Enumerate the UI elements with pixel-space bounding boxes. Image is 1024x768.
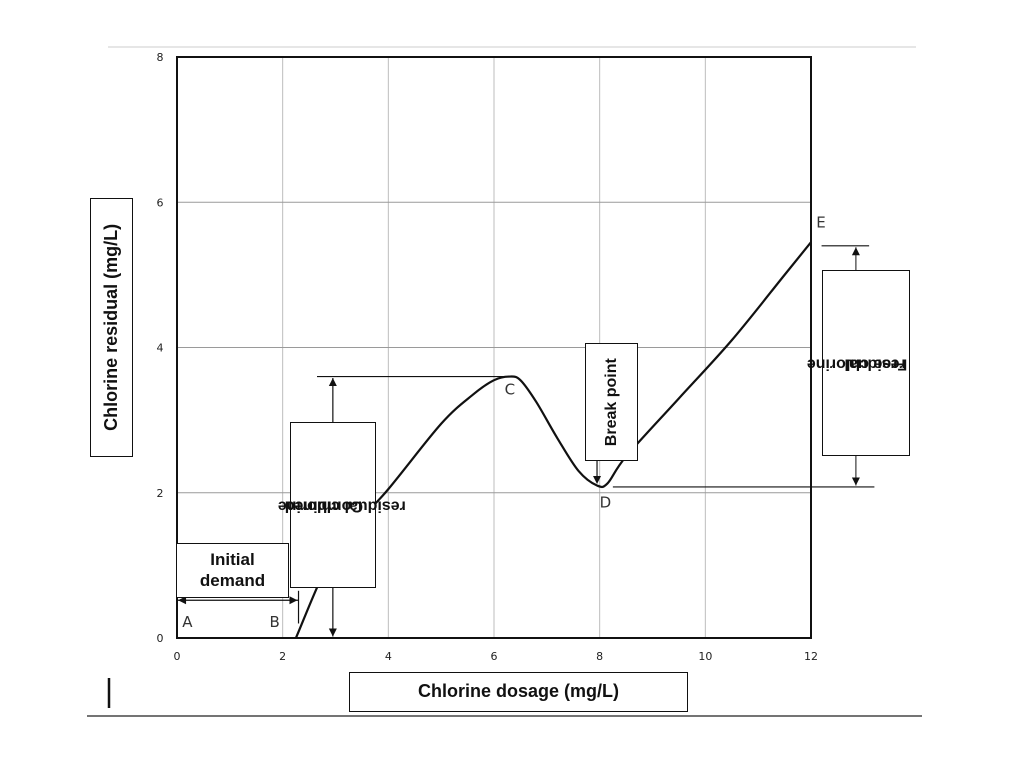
series (294, 241, 812, 639)
free-residual-arrow-down (851, 477, 860, 486)
point-label-e: E (816, 214, 825, 232)
x-tick-label: 4 (385, 650, 392, 663)
initial-demand-label: Initial demand (176, 543, 289, 598)
break-point-arrow-head (593, 476, 602, 485)
series-line (294, 241, 812, 639)
x-tick-label: 8 (596, 650, 603, 663)
y-axis-label: Chlorine residual (mg/L) (90, 198, 133, 457)
point-label-b: B (269, 613, 279, 631)
y-tick-label: 2 (157, 487, 164, 500)
x-tick-label: 6 (491, 650, 498, 663)
initial-demand-arrow-right (289, 596, 298, 605)
tick-labels: 0 2 4 6 8 10 12 0 2 4 6 8 (157, 51, 819, 663)
point-label-a: A (182, 613, 193, 631)
point-label-d: D (600, 493, 612, 511)
x-tick-label: 0 (174, 650, 181, 663)
point-labels: A B C D E (182, 214, 825, 631)
free-chlorine-residual-label: Free chlorine residual (807, 270, 910, 456)
x-tick-label: 10 (698, 650, 712, 663)
y-tick-label: 4 (157, 342, 164, 355)
combined-residual-arrow-up (328, 378, 337, 387)
x-tick-label: 2 (279, 650, 286, 663)
free-residual-arrow-up (851, 247, 860, 256)
point-label-c: C (505, 381, 515, 399)
plot-frame (176, 56, 812, 639)
y-tick-label: 0 (157, 632, 164, 645)
combined-residual-arrow-down (328, 628, 337, 637)
combined-residual-label: Combined residual chlorine (278, 422, 406, 588)
initial-demand-arrow-left (178, 596, 187, 605)
break-point-label: Break point (585, 343, 638, 461)
x-tick-label: 12 (804, 650, 818, 663)
initial-demand-line-1: Initial (210, 550, 255, 569)
combined-residual-line-2: residual chlorine (278, 497, 407, 515)
y-tick-label: 8 (157, 51, 164, 64)
x-axis-label: Chlorine dosage (mg/L) (349, 672, 688, 712)
y-tick-label: 6 (157, 196, 164, 209)
free-residual-line-2: residual (844, 355, 906, 373)
initial-demand-line-2: demand (199, 571, 266, 590)
grid (177, 57, 811, 638)
plot-border (176, 56, 812, 639)
